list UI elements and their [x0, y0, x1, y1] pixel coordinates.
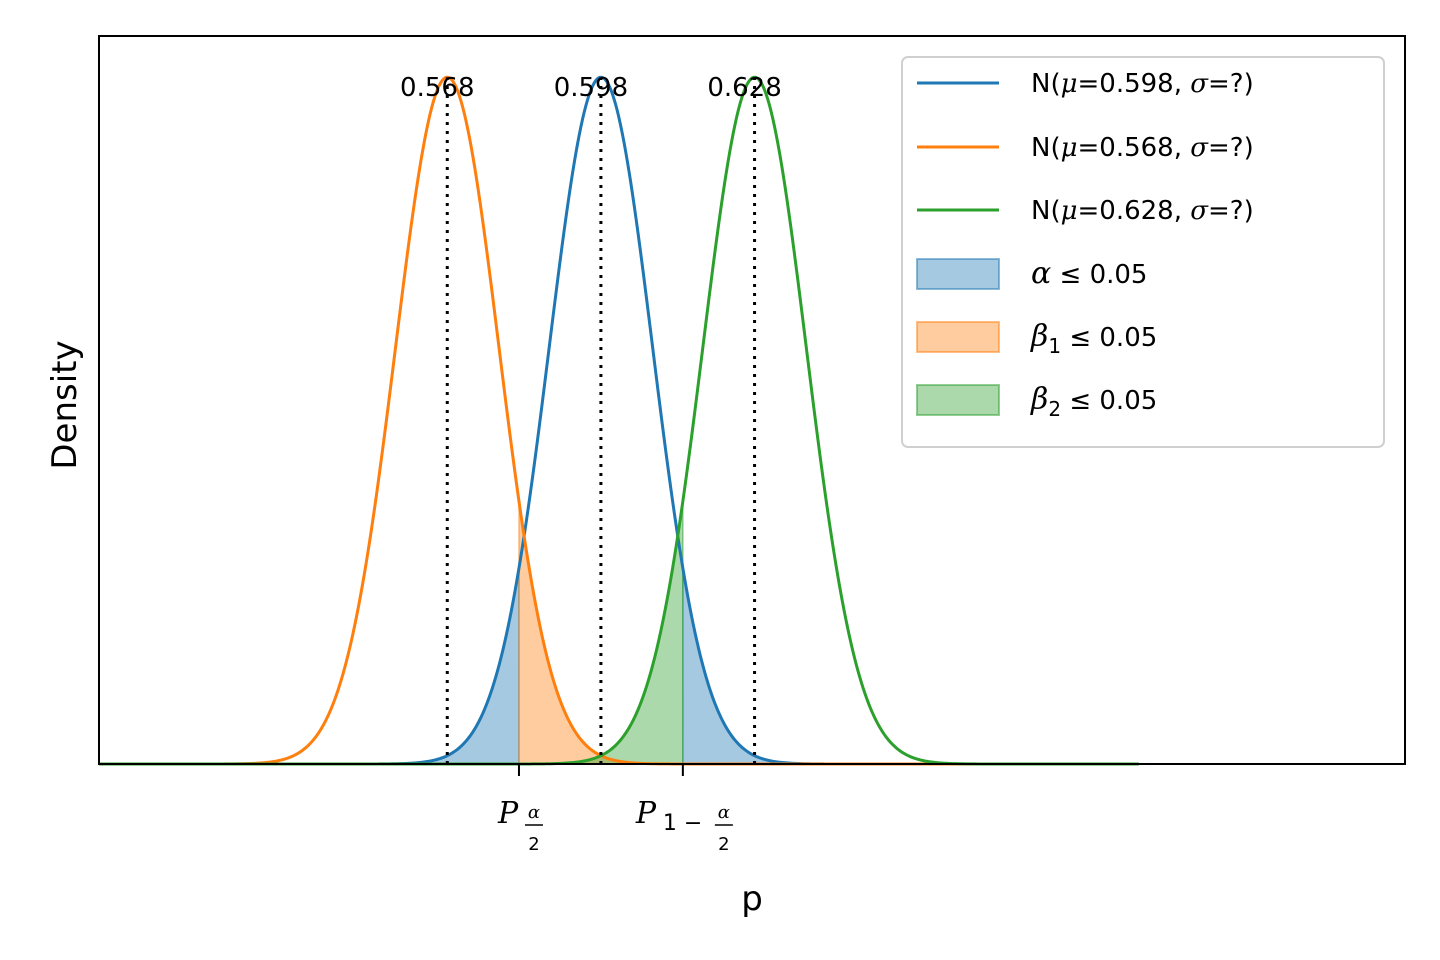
y-axis-label: Density [45, 340, 85, 469]
legend-patch-swatch-2 [916, 384, 1000, 416]
shaded-regions [367, 501, 835, 765]
alpha-region-lower [367, 568, 520, 765]
plot-frame [98, 35, 1406, 765]
legend-line-label-0: N(μ=0.598, σ=?) [1031, 69, 1254, 99]
peak-label-0: 0.568 [400, 73, 474, 103]
x-tick-den-1: 2 [718, 834, 729, 855]
legend-line-label-2: N(μ=0.628, σ=?) [1031, 196, 1254, 226]
x-tick-den-0: 2 [528, 834, 539, 855]
peak-lines [445, 77, 757, 764]
x-tick-base-0: P [497, 796, 519, 831]
legend-line-label-1: N(μ=0.568, σ=?) [1031, 133, 1254, 163]
legend-patch-swatch-1 [916, 321, 1000, 353]
legend-box [901, 56, 1385, 448]
x-tick-num-1: α [718, 802, 730, 823]
legend-patch-swatch-0 [916, 258, 1000, 290]
legend-patch-label-0: α ≤ 0.05 [1031, 256, 1147, 291]
x-axis-label: p [741, 879, 763, 919]
legend-patch-label-2: β2 ≤ 0.05 [1030, 382, 1157, 421]
peak-label-1: 0.598 [554, 73, 628, 103]
alpha-region-upper [682, 568, 835, 765]
x-tick-base-1: P [635, 796, 657, 831]
x-tick-num-0: α [528, 802, 540, 823]
peak-label-2: 0.628 [707, 73, 781, 103]
x-tick-prefix-1: 1 − [663, 811, 702, 836]
legend: N(μ=0.598, σ=?) N(μ=0.568, σ=?) N(μ=0.628,… [901, 56, 1385, 448]
peak-annotations: 0.568 0.598 0.628 [400, 73, 782, 103]
legend-patch-label-1: β1 ≤ 0.05 [1030, 319, 1157, 358]
